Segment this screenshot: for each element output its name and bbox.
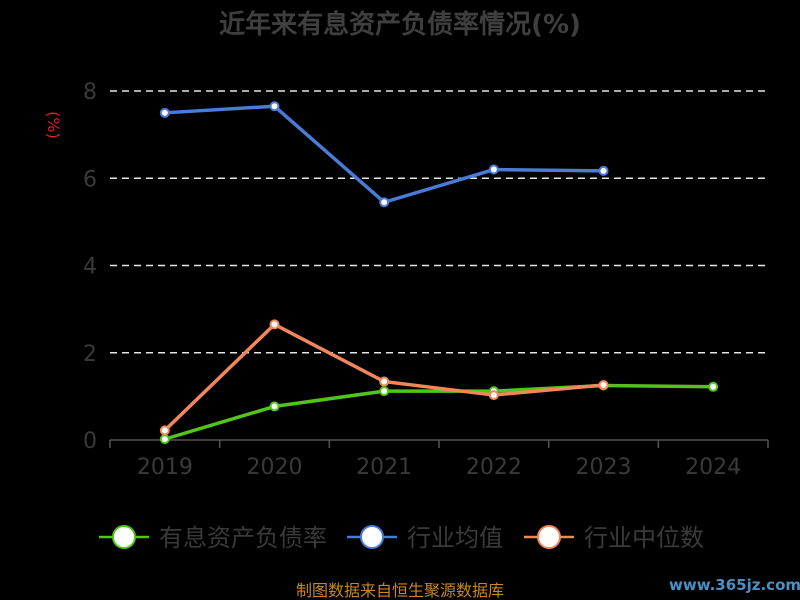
x-tick-label: 2020 — [247, 455, 303, 480]
data-point — [598, 165, 609, 176]
data-point — [379, 197, 390, 208]
data-point — [488, 390, 499, 401]
data-point — [159, 425, 170, 436]
x-tick-label: 2022 — [466, 455, 522, 480]
y-tick-label: 2 — [83, 342, 97, 367]
data-point — [598, 380, 609, 391]
data-point — [379, 376, 390, 387]
watermark: www.365jz.com — [669, 576, 800, 594]
x-tick-label: 2024 — [685, 455, 741, 480]
legend: 有息资产负债率 行业均值 行业中位数 — [99, 524, 704, 552]
x-tick-label: 2021 — [356, 455, 412, 480]
data-point — [379, 386, 390, 397]
series-line-2 — [164, 104, 604, 204]
legend-label: 有息资产负债率 — [159, 524, 327, 552]
legend-label: 行业均值 — [407, 524, 503, 552]
data-point — [269, 401, 280, 412]
legend-label: 行业中位数 — [584, 524, 704, 552]
legend-item: 行业中位数 — [524, 524, 704, 552]
y-tick-label: 0 — [83, 429, 97, 454]
data-point — [159, 434, 170, 445]
chart-title: 近年来有息资产负债率情况(%) — [219, 9, 581, 40]
legend-item: 有息资产负债率 — [99, 524, 327, 552]
legend-marker — [537, 525, 561, 549]
y-unit-label: (%) — [44, 111, 63, 139]
series-group — [159, 101, 719, 445]
y-tick-label: 4 — [83, 255, 97, 280]
data-point — [269, 101, 280, 112]
legend-marker — [360, 525, 384, 549]
legend-marker — [112, 525, 136, 549]
source-note: 制图数据来自恒生聚源数据库 — [296, 581, 504, 600]
data-point — [488, 164, 499, 175]
y-tick-label: 8 — [83, 80, 97, 105]
data-point — [159, 107, 170, 118]
x-tick-label: 2023 — [576, 455, 632, 480]
data-point — [269, 319, 280, 330]
y-tick-label: 6 — [83, 167, 97, 192]
series-line-1 — [164, 383, 714, 441]
data-point — [708, 381, 719, 392]
axes: 0 2 4 6 8 2019 2020 2021 2022 2023 2024 — [83, 80, 769, 480]
gridlines — [110, 90, 768, 354]
legend-item: 行业均值 — [347, 524, 503, 552]
x-tick-label: 2019 — [137, 455, 193, 480]
